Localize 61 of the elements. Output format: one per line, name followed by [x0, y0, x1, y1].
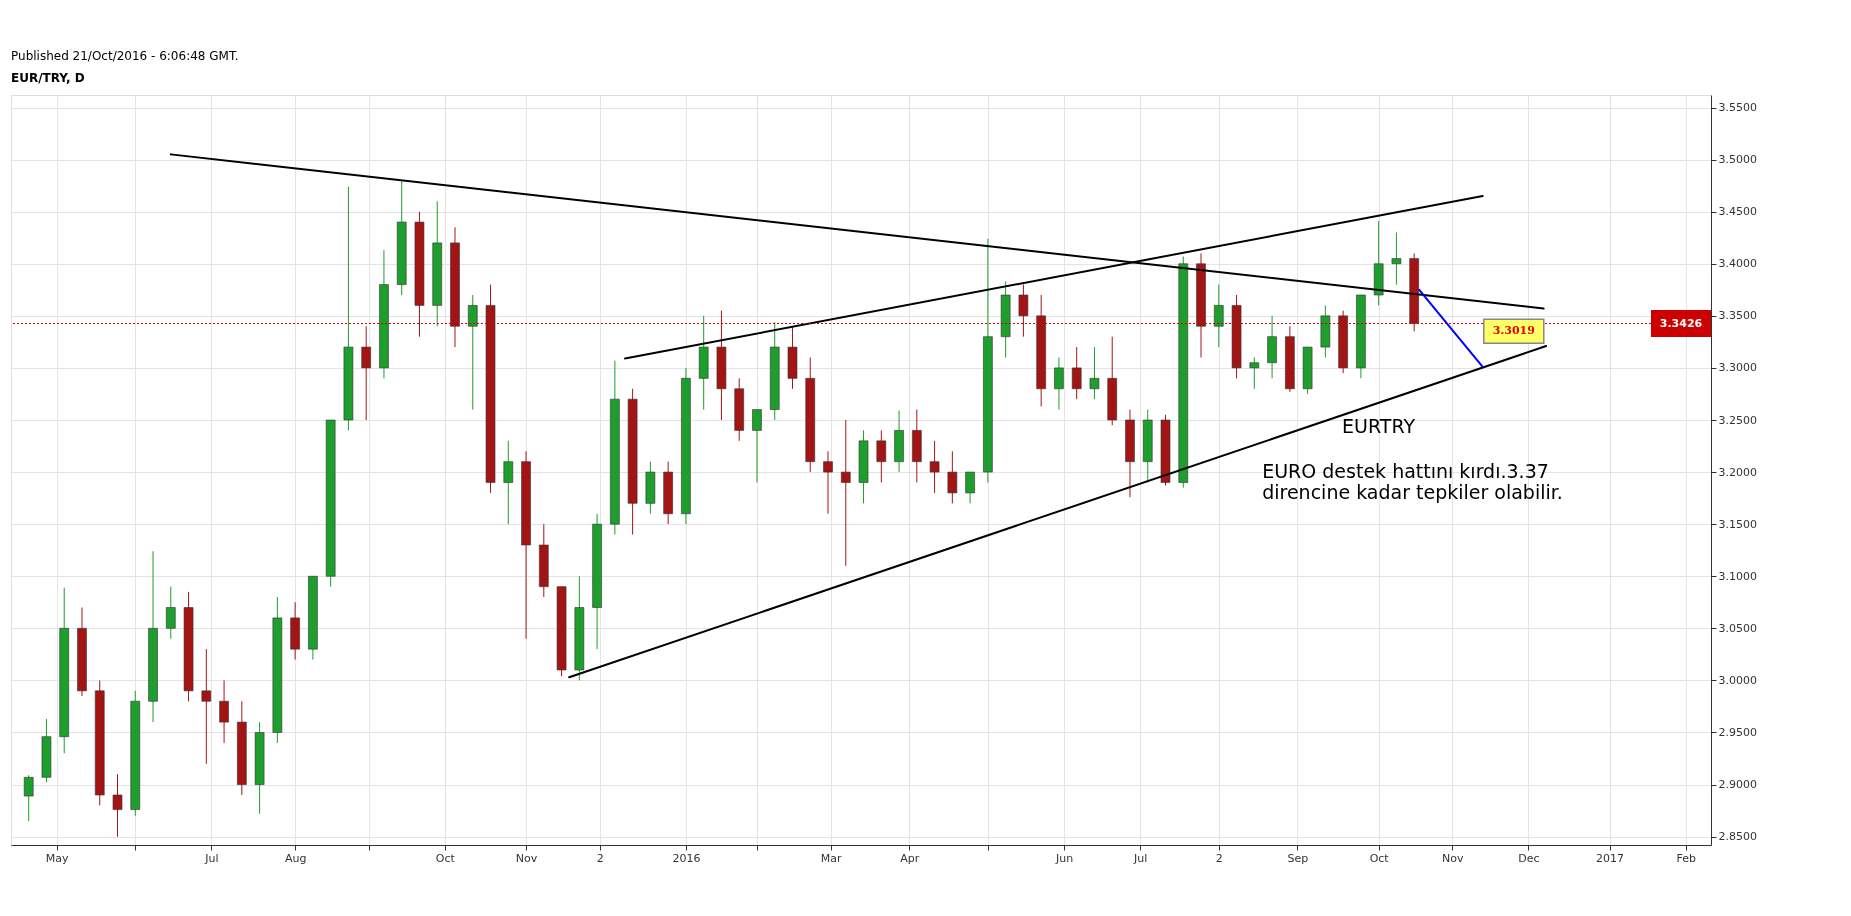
annotation: 3.3019 [1492, 324, 1535, 338]
candlestick [752, 409, 762, 483]
y-tick-label: 2.9000 [1718, 778, 1757, 792]
y-tick-label: 2.8500 [1718, 830, 1757, 844]
ref-line-label: 3.3426 [1659, 316, 1703, 330]
x-tick-label: Jun [1054, 851, 1074, 865]
y-tick-label: 3.1000 [1718, 569, 1757, 583]
y-tick-label: 3.2500 [1718, 413, 1757, 427]
candlestick [1054, 357, 1064, 411]
candlestick [23, 774, 34, 822]
x-tick-label: Oct [435, 851, 456, 865]
x-tick-label: Oct [1369, 851, 1390, 865]
x-tick-label: Dec [1518, 851, 1540, 865]
candlestick [947, 450, 958, 504]
candlestick [1249, 357, 1260, 390]
x-tick-label: Jul [1132, 851, 1148, 865]
x-tick-label: Jul [204, 851, 219, 865]
y-tick-label: 3.4500 [1718, 205, 1757, 219]
y-tick-label: 3.2000 [1718, 465, 1757, 479]
annotation: EURO destek hattını kırdı.3.37 direncine kadar tepkiler olabilir. [1262, 459, 1563, 503]
y-tick-label: 3.5500 [1718, 101, 1757, 114]
candlestick [219, 679, 229, 744]
x-tick-label: Sep [1287, 851, 1309, 865]
y-tick-label: 3.4000 [1718, 257, 1757, 271]
x-tick-label: Apr [900, 851, 920, 865]
x-tick-label: 2017 [1596, 851, 1625, 865]
y-tick-label: 3.1500 [1718, 517, 1757, 531]
x-tick-label: Mar [820, 851, 842, 865]
candlestick [1089, 346, 1100, 400]
candlestick [201, 648, 212, 765]
candlestick [840, 419, 851, 567]
y-tick-label: 3.0500 [1718, 621, 1757, 635]
candlestick [965, 471, 975, 504]
x-tick-label: May [45, 851, 69, 865]
candlestick [929, 440, 940, 494]
y-tick-label: 2.9500 [1718, 726, 1757, 739]
candlestick [1391, 232, 1402, 286]
candlestick [467, 294, 478, 411]
x-tick-label: 2 [596, 851, 604, 865]
candlestick [823, 450, 833, 515]
candlestick [876, 429, 887, 483]
candlestick [112, 773, 123, 838]
x-tick-label: Nov [1442, 851, 1464, 865]
annotation: EURTRY [1342, 414, 1416, 437]
x-tick-label: 2016 [672, 851, 701, 865]
y-tick-label: 3.0000 [1718, 673, 1757, 687]
x-tick-label: Nov [515, 851, 538, 865]
candlestick [1018, 284, 1029, 338]
text: Published 21/Oct/2016 - 6:06:48 GMT. [11, 49, 239, 63]
y-tick-label: 3.3500 [1718, 309, 1757, 323]
x-tick-label: Aug [284, 851, 307, 865]
y-tick-label: 3.5000 [1718, 153, 1757, 167]
candlestick [1071, 346, 1082, 400]
y-tick-label: 3.3000 [1718, 361, 1757, 375]
candlestick [165, 586, 176, 640]
candlestick [1213, 284, 1224, 348]
chart-title: EUR/TRY, D [11, 71, 85, 85]
x-tick-label: 2 [1215, 851, 1223, 865]
candlestick [503, 440, 514, 525]
x-tick-label: Feb [1676, 851, 1696, 865]
candlestick [361, 325, 371, 421]
